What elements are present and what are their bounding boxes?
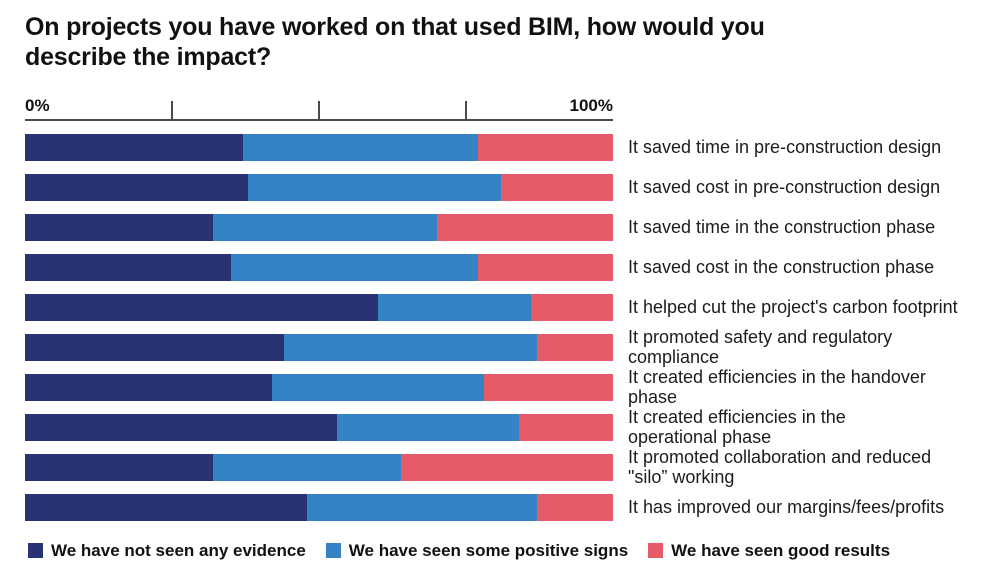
x-axis-tick-50 (318, 101, 320, 119)
chart-row: It saved time in the construction phase (25, 214, 1000, 241)
bar-category-label: It created efficiencies in the operation… (628, 407, 846, 447)
stacked-bar (25, 414, 613, 441)
legend-label: We have seen good results (671, 541, 891, 560)
x-axis-min-label: 0% (25, 96, 50, 115)
bar-segment (477, 254, 613, 281)
stacked-bar (25, 494, 613, 521)
bar-segment (477, 134, 613, 161)
bar-category-label: It promoted collaboration and reduced "s… (628, 447, 932, 487)
stacked-bar (25, 454, 613, 481)
bar-segment (283, 334, 537, 361)
legend-swatch-icon (28, 543, 43, 558)
bar-segment (230, 254, 478, 281)
bar-segment (501, 174, 613, 201)
bar-segment (25, 494, 308, 521)
chart-row: It created efficiencies in the operation… (25, 407, 1000, 446)
bar-category-label: It created efficiencies in the handover … (628, 367, 926, 407)
bar-segment (25, 294, 378, 321)
legend-item: We have seen good results (648, 542, 890, 559)
bar-segment (336, 414, 519, 441)
chart-row: It saved cost in pre-construction design (25, 174, 1000, 201)
bar-segment (25, 174, 249, 201)
legend-item: We have not seen any evidence (28, 542, 306, 559)
x-axis: 0% 100% (25, 87, 613, 121)
bar-rows: It saved time in pre-construction design… (25, 134, 1000, 521)
bar-category-label: It saved cost in the construction phase (628, 256, 935, 277)
bar-segment (307, 494, 537, 521)
bar-category-label: It promoted safety and regulatory compli… (628, 327, 893, 367)
bar-segment (248, 174, 502, 201)
legend-swatch-icon (648, 543, 664, 558)
bar-segment (25, 454, 214, 481)
x-axis-max-label: 100% (569, 96, 613, 115)
bar-category-label: It has improved our margins/fees/profits (628, 496, 945, 517)
bar-segment (401, 454, 613, 481)
chart-row: It helped cut the project's carbon footp… (25, 294, 1000, 321)
bar-category-label: It saved time in the construction phase (628, 216, 936, 237)
bar-segment (536, 494, 613, 521)
chart-row: It created efficiencies in the handover … (25, 367, 1000, 406)
stacked-bar (25, 174, 613, 201)
bar-segment (25, 414, 337, 441)
chart-row: It promoted safety and regulatory compli… (25, 327, 1000, 366)
bar-category-label: It saved time in pre-construction design (628, 136, 942, 157)
bar-segment (436, 214, 613, 241)
x-axis-line (25, 119, 613, 121)
chart-row: It has improved our margins/fees/profits (25, 494, 1000, 521)
bar-segment (25, 374, 272, 401)
legend-label: We have seen some positive signs (348, 541, 629, 560)
chart-row: It saved time in pre-construction design (25, 134, 1000, 161)
stacked-bar (25, 294, 613, 321)
legend-item: We have seen some positive signs (325, 541, 629, 560)
bar-segment (213, 454, 402, 481)
legend-label: We have not seen any evidence (51, 541, 306, 560)
stacked-bar (25, 374, 613, 401)
bar-segment (25, 134, 243, 161)
legend-swatch-icon (325, 543, 341, 558)
bar-segment (25, 334, 284, 361)
bar-segment (271, 374, 484, 401)
legend: We have not seen any evidence We have see… (28, 542, 1000, 559)
bar-segment (25, 214, 214, 241)
bar-segment (530, 294, 613, 321)
bar-segment (25, 254, 231, 281)
stacked-bar (25, 214, 613, 241)
bar-category-label: It helped cut the project's carbon footp… (628, 296, 958, 317)
stacked-bar (25, 334, 613, 361)
x-axis-tick-25 (171, 101, 173, 119)
bar-segment (518, 414, 613, 441)
bar-segment (483, 374, 613, 401)
bar-segment (213, 214, 437, 241)
bar-segment (536, 334, 613, 361)
bar-segment (242, 134, 478, 161)
bar-category-label: It saved cost in pre-construction design (628, 176, 941, 197)
bar-segment (377, 294, 531, 321)
chart-row: It saved cost in the construction phase (25, 254, 1000, 281)
stacked-bar (25, 254, 613, 281)
stacked-bar (25, 134, 613, 161)
x-axis-tick-75 (465, 101, 467, 119)
chart-title: On projects you have worked on that used… (25, 13, 765, 71)
chart-row: It promoted collaboration and reduced "s… (25, 447, 1000, 486)
